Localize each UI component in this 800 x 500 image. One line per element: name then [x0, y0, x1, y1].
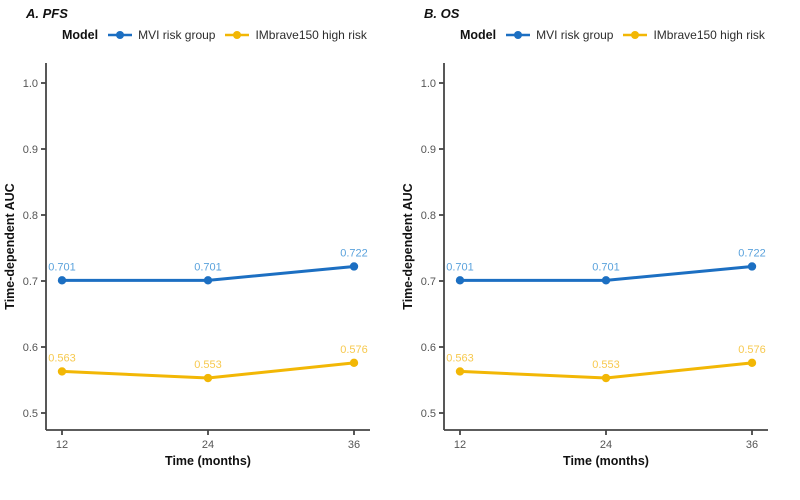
data-label: 0.722: [738, 247, 766, 259]
data-label: 0.701: [446, 261, 474, 273]
x-axis-title: Time (months): [563, 454, 649, 468]
data-point: [601, 276, 611, 285]
y-axis-title: Time-dependent AUC: [3, 183, 17, 309]
data-point: [57, 367, 67, 376]
data-point: [349, 358, 359, 368]
legend-key-line-point-icon: [108, 31, 133, 39]
legend-label: MVI risk group: [536, 28, 614, 42]
data-point: [747, 358, 757, 368]
chart-pfs: 0.5 0.6 0.7 0.8 0.9 1.0 12 24 36 Time (months) Tim…: [3, 63, 370, 468]
data-label: 0.722: [340, 247, 368, 259]
x-tick-label: 36: [746, 439, 758, 451]
data-point: [455, 367, 465, 376]
data-point: [203, 276, 213, 285]
panel-title-os: B. OS: [424, 6, 460, 21]
legend-key-line-point-icon: [623, 31, 648, 39]
legend-title: Model: [62, 28, 99, 42]
data-point: [203, 373, 213, 383]
data-label: 0.701: [194, 261, 222, 273]
panel-title-pfs: A. PFS: [26, 6, 68, 21]
x-tick-label: 12: [56, 439, 68, 451]
y-tick-label: 0.6: [421, 342, 436, 354]
panel-os: B. OS Model MVI risk group IMbrave150 hi…: [400, 0, 798, 500]
legend-title: Model: [460, 28, 497, 42]
x-axis-title: Time (months): [165, 454, 251, 468]
legend-label: IMbrave150 high risk: [255, 28, 367, 42]
y-tick-label: 0.8: [23, 210, 38, 222]
data-label: 0.553: [592, 359, 620, 371]
data-point: [601, 373, 611, 383]
data-label: 0.701: [592, 261, 620, 273]
x-tick-label: 24: [600, 439, 612, 451]
legend-key-line-point-icon: [506, 31, 531, 39]
data-label: 0.563: [48, 352, 76, 364]
data-label: 0.553: [194, 359, 222, 371]
y-tick-label: 0.8: [421, 210, 436, 222]
legend-item-mvi: MVI risk group: [505, 28, 613, 42]
y-tick-label: 0.9: [421, 144, 436, 156]
y-tick-label: 0.7: [421, 276, 436, 288]
y-tick-label: 0.5: [23, 408, 38, 420]
x-tick-label: 24: [202, 439, 214, 451]
y-tick-label: 0.5: [421, 408, 436, 420]
legend-os: Model MVI risk group IMbrave150 high ris…: [460, 24, 798, 46]
x-tick-label: 12: [454, 439, 466, 451]
x-tick-label: 36: [348, 439, 360, 451]
panel-pfs: A. PFS Model MVI risk group IMbrave150 h…: [2, 0, 400, 500]
legend-label: MVI risk group: [138, 28, 216, 42]
legend-key-line-point-icon: [225, 31, 250, 39]
y-tick-label: 1.0: [23, 78, 38, 90]
y-tick-label: 0.6: [23, 342, 38, 354]
legend-item-imbrave: IMbrave150 high risk: [224, 28, 367, 42]
legend-pfs: Model MVI risk group IMbrave150 high ris…: [62, 24, 400, 46]
data-point: [455, 276, 465, 285]
y-axis-title: Time-dependent AUC: [401, 183, 415, 309]
data-label: 0.576: [340, 344, 368, 356]
data-point: [747, 262, 757, 271]
y-tick-label: 0.9: [23, 144, 38, 156]
data-label: 0.701: [48, 261, 76, 273]
legend-label: IMbrave150 high risk: [653, 28, 765, 42]
data-point: [349, 262, 359, 271]
chart-os: 0.5 0.6 0.7 0.8 0.9 1.0 12 24 36 Time (months) Tim…: [401, 63, 768, 468]
data-label: 0.576: [738, 344, 766, 356]
legend-item-imbrave: IMbrave150 high risk: [622, 28, 765, 42]
data-label: 0.563: [446, 352, 474, 364]
legend-item-mvi: MVI risk group: [107, 28, 215, 42]
y-tick-label: 1.0: [421, 78, 436, 90]
y-tick-label: 0.7: [23, 276, 38, 288]
data-point: [57, 276, 67, 285]
